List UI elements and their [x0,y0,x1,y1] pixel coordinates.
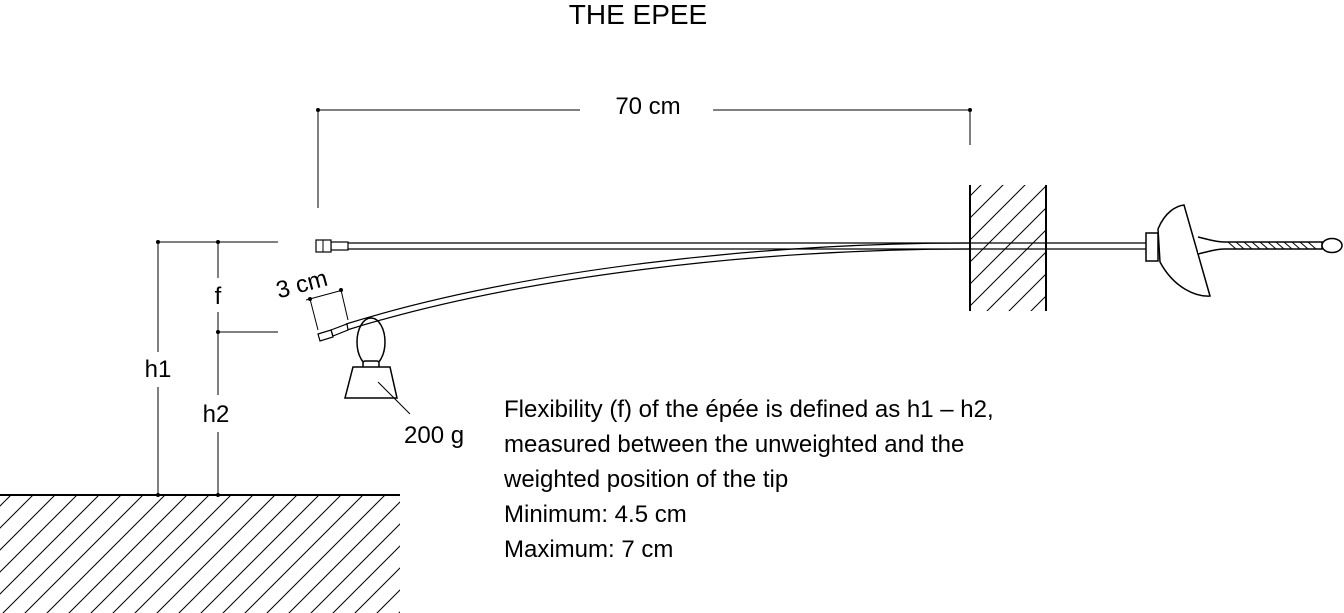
description-line: Flexibility (f) of the épée is defined a… [504,396,994,423]
guard [1145,204,1211,297]
offset-label: 3 cm [273,265,330,305]
h1-label: h1 [145,356,172,383]
h2-label: h2 [203,401,230,428]
flexibility-description: Flexibility (f) of the épée is defined a… [504,392,994,567]
ground [0,494,400,613]
minimum-flexibility: Minimum: 4.5 cm [504,501,687,528]
grip [1197,236,1343,255]
length-label: 70 cm [615,93,680,120]
flexibility-label: f [215,283,222,310]
length-dimension [316,108,972,208]
blade-bent [317,242,971,342]
maximum-flexibility: Maximum: 7 cm [504,536,674,563]
height-dimensions [156,240,278,497]
weight [344,317,411,415]
description-line: measured between the unweighted and the [504,431,965,458]
clamp-block [969,185,1047,311]
diagram-title: THE EPEE [569,0,707,30]
weight-label: 200 g [404,422,464,449]
description-line: weighted position of the tip [504,466,789,493]
blade-straight [315,239,1148,253]
offset-dimension [305,288,349,331]
